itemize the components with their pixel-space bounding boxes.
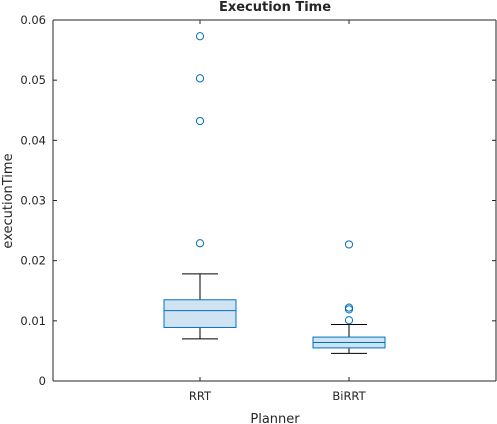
y-tick-label: 0.01 [20,314,46,328]
box-birrt-outlier [344,303,354,312]
y-tick-label: 0.06 [20,13,46,27]
y-tick-label: 0 [39,374,46,388]
box-birrt-outlier [344,316,354,325]
plot-area: 0 0.01 0.02 0.03 0.04 0.05 0.06 RRT BiRRT [20,13,497,403]
chart-title: Execution Time [219,0,331,15]
y-tick-label: 0.04 [20,133,46,147]
plot-background [53,20,496,381]
box-rrt-outlier [195,32,205,41]
box-rrt-outlier [195,116,205,126]
box-birrt-outlier [344,305,354,314]
box-rrt-outlier [195,74,205,83]
x-tick-label: RRT [189,389,212,403]
x-axis-label: Planner [250,412,300,424]
y-axis-label: executionTime [1,153,16,248]
box-rrt-iqr [163,299,237,328]
y-tick-label: 0.05 [20,73,46,87]
x-tick-label: BiRRT [332,389,366,403]
y-tick-label: 0.03 [20,194,46,208]
box-birrt-outlier [344,240,354,249]
y-tick-label: 0.02 [20,254,46,268]
box-rrt-outlier [195,239,205,248]
